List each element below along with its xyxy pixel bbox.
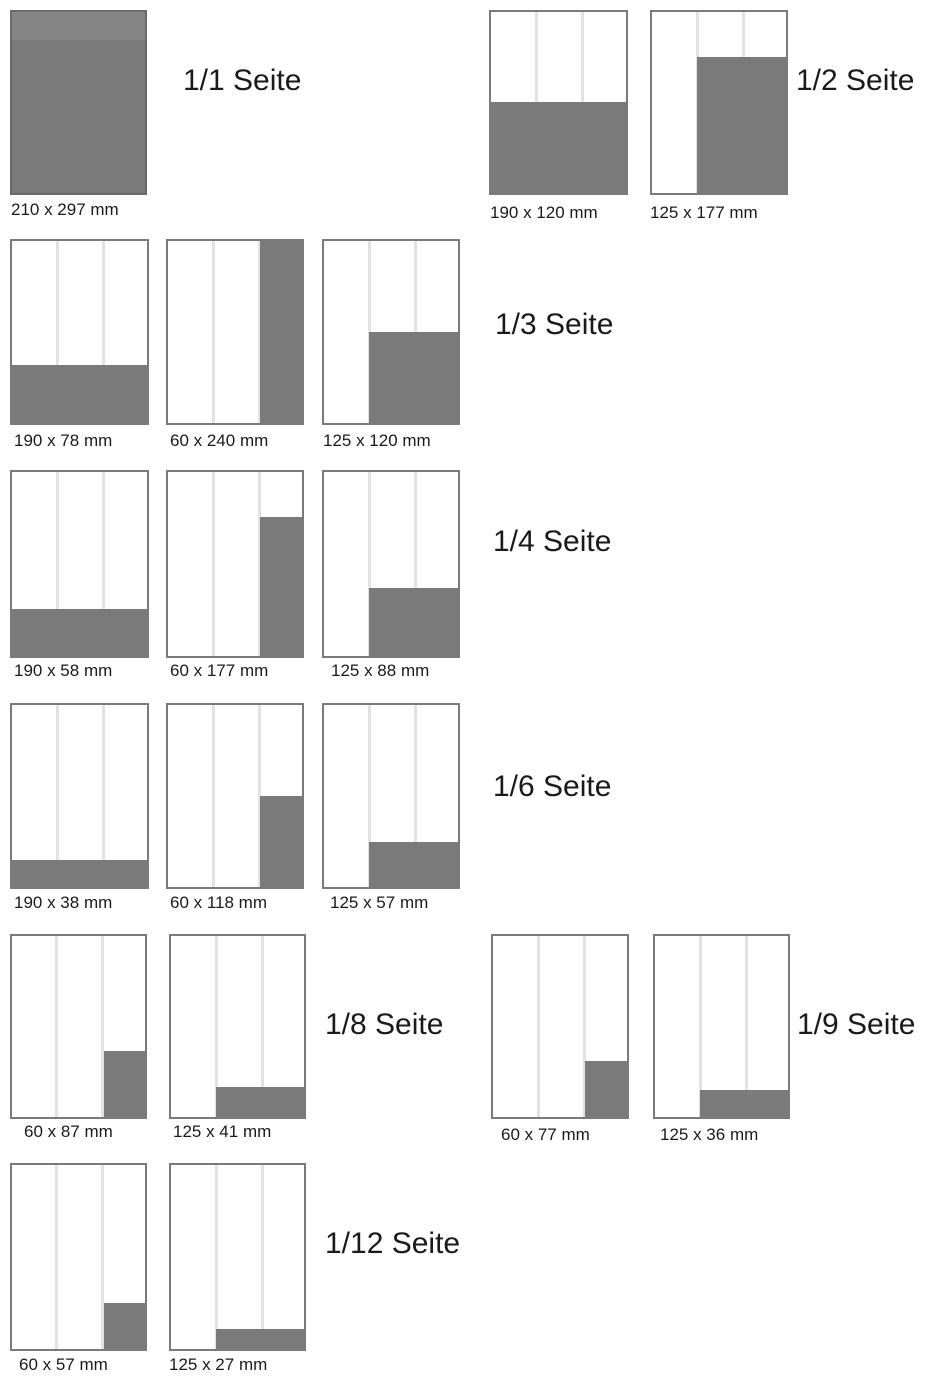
- page-thumb: [169, 1163, 306, 1351]
- page-thumb: [491, 934, 629, 1119]
- ad-area: [260, 517, 302, 656]
- dimension-label: 190 x 120 mm: [490, 203, 598, 222]
- column-guide: [56, 241, 59, 423]
- column-guide: [102, 241, 105, 423]
- dimension-label: 60 x 77 mm: [501, 1125, 590, 1144]
- page-thumb: [10, 703, 149, 889]
- column-guide: [56, 472, 59, 656]
- size-label-1-4: 1/4 Seite: [493, 525, 612, 558]
- dimension-label: 60 x 177 mm: [170, 661, 269, 680]
- column-guide: [258, 241, 261, 423]
- column-guide: [102, 705, 105, 887]
- ad-area: [700, 1090, 788, 1117]
- column-guide: [212, 705, 215, 887]
- dimension-label: 125 x 177 mm: [650, 203, 758, 222]
- column-guide: [55, 936, 58, 1117]
- page-thumb: [10, 1163, 147, 1351]
- page-thumb: [166, 239, 304, 425]
- ad-area: [216, 1329, 304, 1349]
- dimension-label: 125 x 88 mm: [331, 661, 430, 680]
- column-guide: [215, 1165, 218, 1349]
- size-label-1-1: 1/1 Seite: [183, 64, 302, 97]
- dimension-label: 125 x 36 mm: [660, 1125, 759, 1144]
- dimension-label: 190 x 58 mm: [14, 661, 113, 680]
- full-page-ad-band: [12, 12, 145, 40]
- ad-area: [260, 241, 302, 423]
- column-guide: [745, 936, 748, 1117]
- column-guide: [261, 936, 264, 1117]
- column-guide: [215, 936, 218, 1117]
- dimension-label: 210 x 297 mm: [11, 200, 119, 219]
- page-thumb: [322, 239, 460, 425]
- page-thumb: [10, 934, 147, 1119]
- column-guide: [583, 936, 586, 1117]
- ad-area: [216, 1087, 304, 1117]
- dimension-label: 125 x 120 mm: [323, 431, 431, 450]
- page-thumb: [653, 934, 790, 1119]
- column-guide: [56, 705, 59, 887]
- column-guide: [258, 705, 261, 887]
- dimension-label: 190 x 78 mm: [14, 431, 113, 450]
- dimension-label: 60 x 87 mm: [24, 1122, 113, 1141]
- ad-area: [12, 365, 147, 423]
- column-guide: [414, 472, 417, 656]
- column-guide: [414, 705, 417, 887]
- page-thumb: [166, 703, 304, 889]
- size-label-1-2: 1/2 Seite: [796, 64, 915, 97]
- ad-area: [697, 57, 786, 193]
- ad-area: [585, 1061, 627, 1117]
- page-thumb: [166, 470, 304, 658]
- column-guide: [537, 936, 540, 1117]
- ad-area: [369, 332, 458, 423]
- column-guide: [699, 936, 702, 1117]
- column-guide: [101, 936, 104, 1117]
- ad-area: [369, 588, 458, 656]
- dimension-label: 60 x 118 mm: [170, 893, 268, 912]
- size-label-1-12: 1/12 Seite: [325, 1227, 461, 1260]
- dimension-label: 125 x 57 mm: [330, 893, 429, 912]
- column-guide: [261, 1165, 264, 1349]
- ad-area: [104, 1303, 145, 1349]
- column-guide: [368, 472, 371, 656]
- page-thumb: [322, 703, 460, 889]
- page-thumb-full: [10, 10, 147, 195]
- column-guide: [368, 705, 371, 887]
- dimension-label: 125 x 41 mm: [173, 1122, 272, 1141]
- column-guide: [102, 472, 105, 656]
- dimension-label: 60 x 240 mm: [170, 431, 269, 450]
- size-label-1-3: 1/3 Seite: [495, 308, 614, 341]
- size-label-1-9: 1/9 Seite: [797, 1008, 916, 1041]
- ad-area: [260, 796, 302, 887]
- column-guide: [212, 472, 215, 656]
- size-label-1-6: 1/6 Seite: [493, 770, 612, 803]
- page-thumb: [10, 470, 149, 658]
- page-thumb: [10, 239, 149, 425]
- page-thumb: [489, 10, 628, 195]
- size-label-1-8: 1/8 Seite: [325, 1008, 444, 1041]
- column-guide: [55, 1165, 58, 1349]
- column-guide: [212, 241, 215, 423]
- page-thumb: [650, 10, 788, 195]
- column-guide: [258, 472, 261, 656]
- dimension-label: 190 x 38 mm: [14, 893, 113, 912]
- ad-area: [12, 609, 147, 656]
- ad-area: [369, 842, 458, 887]
- column-guide: [101, 1165, 104, 1349]
- ad-area: [104, 1051, 145, 1117]
- dimension-label: 125 x 27 mm: [169, 1355, 268, 1374]
- ad-area: [491, 102, 626, 193]
- ad-area: [12, 860, 147, 887]
- page-thumb: [169, 934, 306, 1119]
- page-thumb: [322, 470, 460, 658]
- dimension-label: 60 x 57 mm: [19, 1355, 108, 1374]
